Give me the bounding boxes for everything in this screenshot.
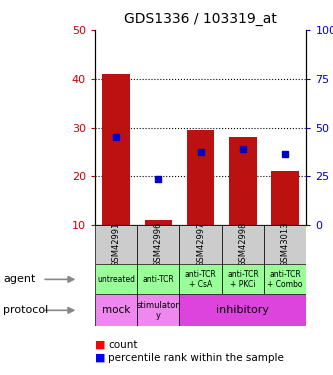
Text: inhibitory: inhibitory [216, 305, 269, 315]
Text: GSM42991: GSM42991 [112, 222, 121, 267]
Text: GSM42997: GSM42997 [196, 222, 205, 267]
Bar [102, 74, 130, 225]
Bar [179, 294, 306, 326]
Text: anti-TCR
+ Combo: anti-TCR + Combo [267, 270, 303, 289]
Text: agent: agent [3, 274, 36, 284]
Text: untreated: untreated [97, 275, 135, 284]
Text: ■: ■ [95, 353, 106, 363]
Bar [222, 264, 264, 294]
Text: anti-TCR
+ PKCi: anti-TCR + PKCi [227, 270, 259, 289]
Bar [264, 264, 306, 294]
Text: GSM42996: GSM42996 [154, 222, 163, 267]
Text: anti-TCR: anti-TCR [143, 275, 174, 284]
Text: protocol: protocol [3, 305, 49, 315]
Text: ■: ■ [95, 340, 106, 350]
Text: anti-TCR
+ CsA: anti-TCR + CsA [185, 270, 216, 289]
Bar [229, 137, 257, 225]
Text: GSM43013: GSM43013 [281, 222, 290, 267]
Text: stimulator
y: stimulator y [137, 301, 180, 320]
Bar [179, 225, 222, 264]
Bar [95, 225, 137, 264]
Bar [137, 294, 179, 326]
Text: count: count [108, 340, 138, 350]
Bar [271, 171, 299, 225]
Bar [95, 264, 137, 294]
Text: mock: mock [102, 305, 130, 315]
Bar [137, 225, 179, 264]
Bar [264, 225, 306, 264]
Bar [187, 130, 214, 225]
Bar [145, 220, 172, 225]
Text: percentile rank within the sample: percentile rank within the sample [108, 353, 284, 363]
Bar [222, 225, 264, 264]
Text: GSM42998: GSM42998 [238, 222, 247, 267]
Bar [95, 294, 137, 326]
Title: GDS1336 / 103319_at: GDS1336 / 103319_at [124, 12, 277, 26]
Bar [137, 264, 179, 294]
Bar [179, 264, 222, 294]
